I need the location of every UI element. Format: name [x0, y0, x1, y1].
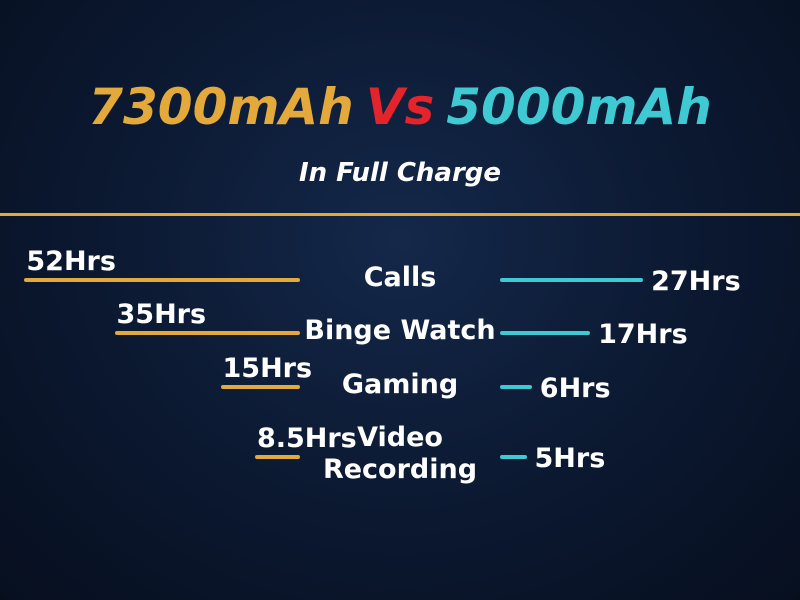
legend-series-a: 7300mAh: [88, 78, 354, 136]
bar: [500, 385, 532, 389]
value-label: 17Hrs: [598, 319, 688, 350]
category-label: Gaming: [341, 369, 459, 400]
versus: Vs: [365, 78, 435, 136]
category-label: Binge Watch: [304, 315, 496, 346]
bar: [500, 278, 644, 282]
value-label: 52Hrs: [26, 246, 116, 277]
value-label: 5Hrs: [534, 443, 606, 474]
chart-title: 7300mAh Vs 5000mAh: [0, 78, 800, 136]
bar: [114, 331, 300, 335]
chart-subtitle: In Full Charge: [298, 158, 502, 188]
value-label: 15Hrs: [222, 353, 313, 384]
bar: [500, 455, 527, 459]
value-label: 27Hrs: [651, 266, 741, 297]
legend-series-b: 5000mAh: [446, 78, 712, 136]
divider: [0, 213, 800, 216]
value-label: 6Hrs: [539, 373, 611, 404]
bar: [220, 385, 300, 389]
category-label: Calls: [363, 262, 437, 293]
bar: [24, 278, 300, 282]
bar: [500, 331, 591, 335]
value-label: 8.5Hrs: [256, 423, 357, 454]
bar: [254, 455, 300, 459]
value-label: 35Hrs: [116, 299, 207, 330]
category-label: Video Recording: [322, 422, 478, 485]
